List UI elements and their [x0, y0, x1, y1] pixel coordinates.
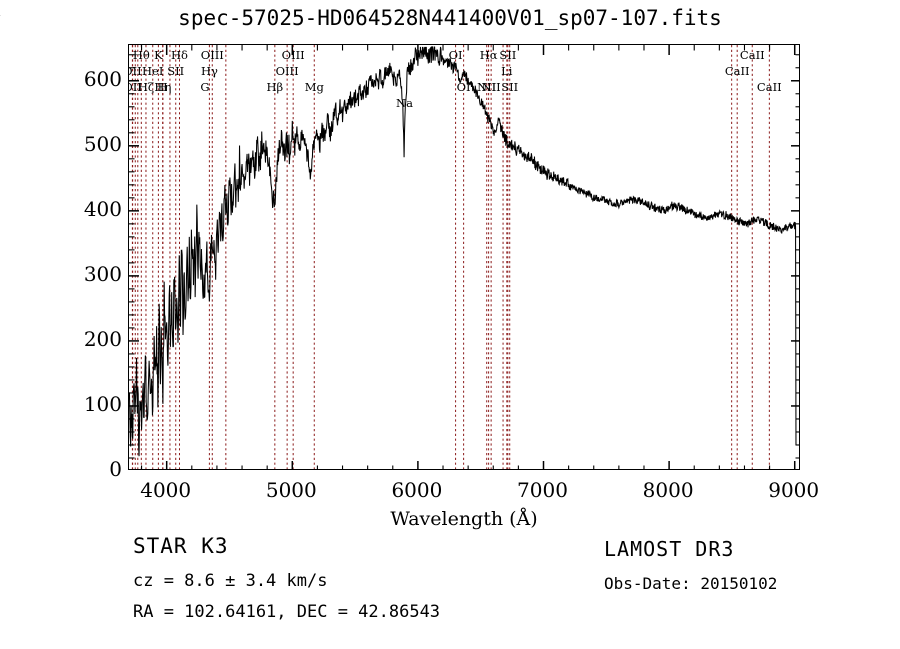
y-tick-label: 400 — [83, 196, 122, 221]
line-label-sii: SII — [499, 48, 517, 62]
line-label-caii: CaII — [756, 80, 782, 94]
spectrum-plot-area: HθKHδOIIIOIIIOIHαSIICaIIOIIHeISIIHγOIIIL… — [128, 44, 800, 470]
line-label-h: Hγ — [200, 64, 218, 78]
line-label-g: G — [200, 80, 210, 94]
y-tick-label: 300 — [83, 261, 122, 286]
marker-lines-group — [131, 45, 770, 469]
y-axis-ticks: 0 100 200 300 400 500 600 — [58, 0, 122, 649]
y-tick-label: 600 — [83, 66, 122, 91]
survey-label: LAMOST DR3 — [604, 537, 735, 561]
line-label-li: Li — [501, 64, 513, 78]
obs-date-label: Obs-Date: 20150102 — [604, 574, 778, 593]
y-tick-label: 500 — [83, 131, 122, 156]
line-label-hei: HeI — [141, 64, 164, 78]
line-label-h: Hζ — [137, 80, 155, 94]
y-axis-title: Flux (relative) — [0, 0, 2, 76]
x-tick-label: 4000 — [140, 478, 192, 502]
spectrum-trace — [129, 46, 797, 457]
line-label-oii: OII — [129, 64, 142, 78]
redshift-velocity-label: cz = 8.6 ± 3.4 km/s — [133, 571, 328, 591]
x-tick-label: 5000 — [265, 478, 317, 502]
line-label-k: K — [154, 48, 163, 62]
line-label-h: Hβ — [266, 80, 284, 94]
x-tick-label: 7000 — [517, 478, 568, 502]
line-label-nii: NII — [481, 80, 501, 94]
spectrum-svg — [129, 45, 799, 469]
line-label-oiii: OIII — [200, 48, 224, 62]
x-tick-label: 6000 — [391, 478, 443, 502]
page-title: spec-57025-HD064528N441400V01_sp07-107.f… — [178, 6, 722, 30]
line-label-h: H — [157, 80, 168, 94]
x-axis-ticks: 4000 5000 6000 7000 8000 9000 — [128, 478, 819, 506]
line-label-nii: NII — [477, 80, 497, 94]
object-class-label: STAR K3 — [133, 534, 229, 558]
coordinates-label: RA = 102.64161, DEC = 42.86543 — [133, 602, 441, 622]
line-label-oi: OI — [448, 48, 463, 62]
line-label-oii: OII — [129, 80, 142, 94]
x-tick-label: 9000 — [768, 478, 820, 502]
x-tick-label: 8000 — [642, 478, 694, 502]
y-tick-label: 100 — [83, 391, 122, 416]
line-label-h: Hα — [479, 48, 498, 62]
line-label-na: Na — [396, 96, 413, 110]
line-label-oiii: OIII — [281, 48, 305, 62]
line-label-oiii: OIII — [275, 64, 299, 78]
x-axis-title: Wavelength (Å) — [390, 508, 538, 530]
y-tick-label: 0 — [109, 457, 122, 481]
line-label-mg: Mg — [304, 80, 324, 94]
line-label-h: Hθ — [132, 48, 150, 62]
axis-ticks-group — [129, 45, 799, 469]
line-label-oi: OI — [456, 80, 471, 94]
line-label-h: Hη — [154, 80, 172, 94]
line-label-sii: SII — [501, 80, 519, 94]
line-label-caii: CaII — [739, 48, 765, 62]
line-label-sii: SII — [167, 64, 185, 78]
line-label-h: Hδ — [171, 48, 188, 62]
line-label-caii: CaII — [724, 64, 750, 78]
y-tick-label: 200 — [83, 326, 122, 351]
